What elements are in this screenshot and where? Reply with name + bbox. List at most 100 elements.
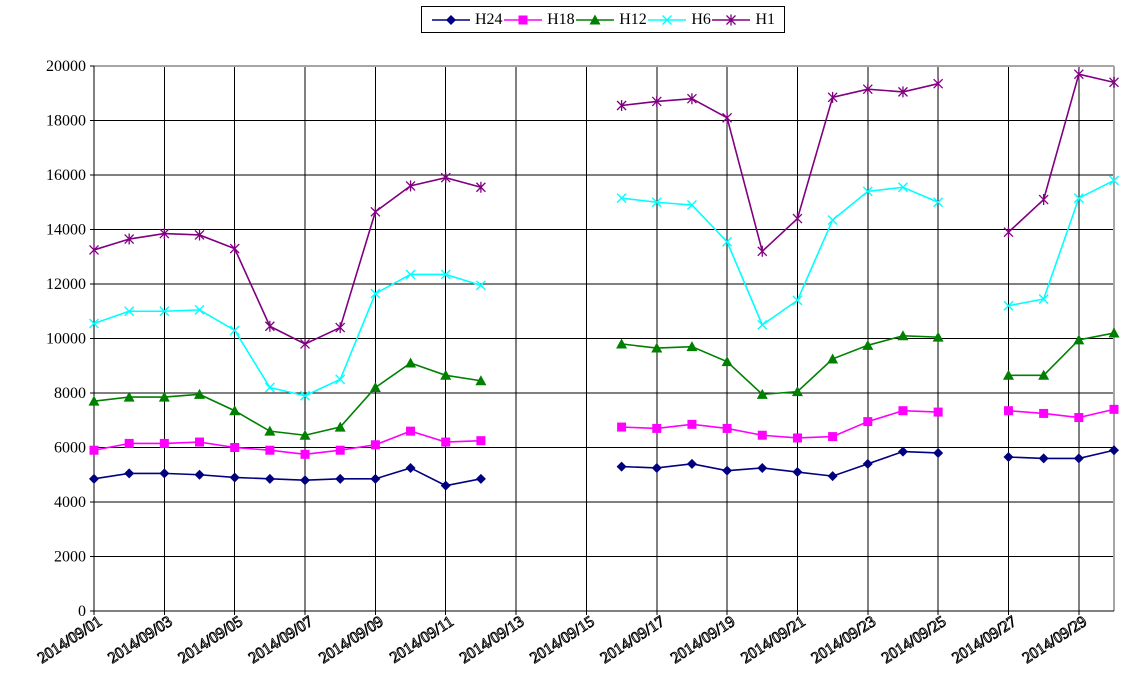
y-axis-label: 18000 — [46, 113, 86, 130]
square-marker — [441, 437, 451, 447]
diamond-marker — [933, 447, 944, 458]
x-marker — [686, 199, 697, 210]
square-marker — [124, 438, 134, 448]
triangle-marker — [862, 339, 874, 350]
x-marker — [89, 318, 99, 329]
x-marker — [405, 269, 416, 280]
series-line-H6 — [621, 186, 939, 327]
triangle-marker — [299, 429, 311, 440]
x-axis-label: 2014/09/25 — [879, 613, 949, 667]
legend-item-H18: H18 — [503, 10, 575, 28]
diamond-marker — [124, 468, 135, 479]
x-marker — [229, 325, 240, 336]
x-axis-label: 2014/09/09 — [316, 613, 386, 667]
y-axis-label: 8000 — [54, 385, 86, 402]
y-axis-label: 14000 — [46, 222, 86, 239]
triangle-marker — [158, 391, 170, 402]
diamond-marker — [1003, 452, 1014, 463]
triangle-marker — [589, 14, 601, 24]
triangle-marker — [405, 357, 417, 368]
y-axis-label: 2000 — [54, 549, 86, 566]
legend-marker-H18 — [504, 15, 543, 24]
square-marker — [335, 445, 345, 455]
diamond-marker — [792, 467, 803, 478]
legend-item-H24: H24 — [431, 11, 503, 28]
triangle-marker — [721, 356, 733, 367]
diamond-marker — [862, 458, 873, 469]
x-axis-label: 2014/09/27 — [949, 613, 1019, 667]
y-axis-label: 4000 — [54, 494, 86, 511]
diamond-marker — [89, 473, 99, 484]
diamond-marker — [405, 462, 416, 473]
asterisk-marker — [475, 181, 486, 193]
asterisk-marker — [1003, 226, 1014, 238]
square-marker — [1003, 406, 1013, 416]
triangle-marker — [616, 338, 628, 349]
asterisk-marker — [827, 91, 838, 103]
triangle-marker — [897, 330, 909, 341]
diamond-marker — [159, 468, 170, 479]
asterisk-marker — [616, 100, 627, 112]
diamond-marker — [722, 465, 733, 476]
x-marker — [616, 193, 627, 204]
series-line-H6 — [1008, 179, 1115, 307]
x-marker — [1003, 300, 1014, 311]
square-marker — [722, 423, 732, 433]
series-line-H1 — [621, 82, 939, 253]
square-marker — [406, 426, 416, 436]
x-axis-label: 2014/09/03 — [105, 613, 175, 667]
asterisk-marker — [159, 228, 170, 240]
diamond-marker — [446, 14, 456, 25]
triangle-marker — [827, 353, 839, 364]
series-line-H24 — [1008, 449, 1115, 460]
x-marker — [792, 295, 803, 306]
asterisk-marker — [686, 93, 697, 105]
legend-item-H6: H6 — [647, 11, 711, 28]
series-H6 — [89, 175, 1119, 401]
legend-marker-H6 — [648, 14, 687, 25]
square-marker — [195, 437, 205, 447]
series-H18 — [89, 404, 1119, 459]
square-marker — [863, 417, 873, 427]
y-axis-label: 16000 — [46, 167, 86, 184]
x-marker — [1109, 175, 1119, 186]
x-marker — [475, 280, 486, 291]
x-axis-label: 2014/09/01 — [35, 613, 105, 667]
series-line-H6 — [93, 273, 482, 397]
legend-marker-H12 — [576, 14, 615, 24]
x-marker — [159, 306, 170, 317]
series-line-H12 — [93, 362, 482, 437]
x-axis-label: 2014/09/15 — [527, 613, 597, 667]
square-marker — [828, 432, 838, 442]
square-marker — [265, 445, 275, 455]
x-marker — [194, 304, 205, 315]
asterisk-marker — [124, 233, 135, 245]
x-axis-label: 2014/09/21 — [738, 613, 808, 667]
series-H24 — [89, 445, 1119, 491]
triangle-marker — [369, 382, 381, 393]
x-marker — [124, 306, 135, 317]
legend-label-H18: H18 — [547, 10, 575, 28]
asterisk-marker — [1109, 76, 1119, 88]
square-marker — [1109, 404, 1119, 414]
diamond-marker — [651, 462, 662, 473]
x-marker — [897, 182, 908, 193]
diamond-marker — [1038, 453, 1049, 464]
legend-marker-H1 — [712, 14, 751, 25]
y-axis-label: 6000 — [54, 440, 86, 457]
diamond-marker — [1109, 445, 1119, 456]
x-axis-label: 2014/09/07 — [246, 613, 316, 667]
x-marker — [651, 197, 662, 208]
square-marker — [159, 438, 169, 448]
triangle-marker — [686, 341, 698, 352]
triangle-marker — [1073, 334, 1085, 345]
asterisk-marker — [300, 338, 310, 350]
diamond-marker — [194, 469, 205, 480]
x-axis-label: 2014/09/05 — [175, 613, 245, 667]
x-marker — [933, 197, 944, 208]
square-marker — [1074, 413, 1084, 423]
triangle-marker — [651, 342, 663, 353]
x-axis-label: 2014/09/19 — [668, 613, 738, 667]
series-line-H1 — [1007, 73, 1115, 233]
